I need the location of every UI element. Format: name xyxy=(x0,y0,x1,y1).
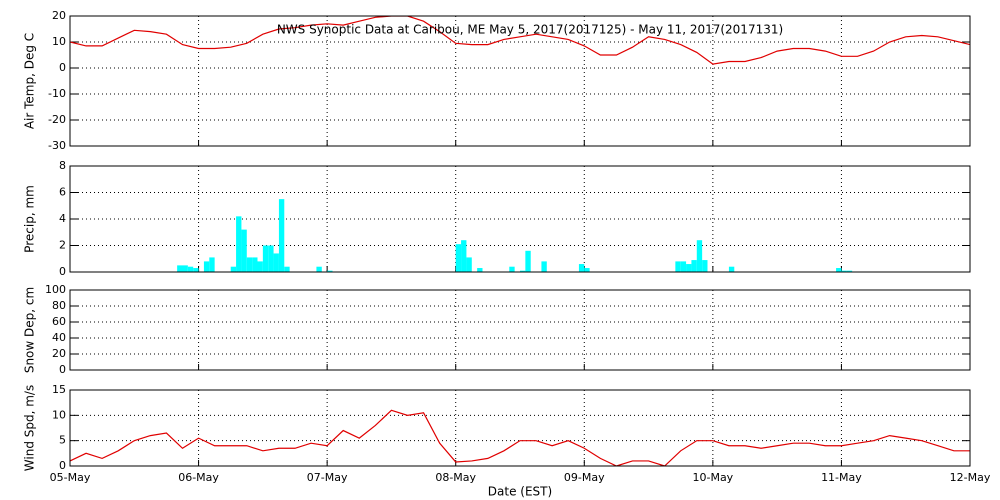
y-axis-label: Snow Dep, cm xyxy=(23,287,37,373)
bar xyxy=(696,240,703,272)
y-tick-label: 100 xyxy=(45,283,66,296)
y-tick-label: 0 xyxy=(59,265,66,278)
y-tick-label: 10 xyxy=(52,408,66,421)
y-tick-label: 20 xyxy=(52,347,66,360)
data-line xyxy=(70,16,970,65)
bar xyxy=(691,260,697,272)
bar xyxy=(455,244,462,272)
frame xyxy=(69,289,971,371)
bar xyxy=(686,264,692,272)
bar xyxy=(268,245,274,272)
bar xyxy=(846,270,853,272)
bar xyxy=(187,266,194,272)
x-tick-label: 10-May xyxy=(692,471,733,484)
y-tick-label: 20 xyxy=(52,9,66,22)
x-axis-label: Date (EST) xyxy=(488,485,552,499)
bar xyxy=(193,268,199,272)
y-axis-label: Precip, mm xyxy=(23,185,37,253)
y-tick-label: 0 xyxy=(59,459,66,472)
y-tick-label: 5 xyxy=(59,434,66,447)
frame xyxy=(69,15,971,147)
x-tick-label: 11-May xyxy=(821,471,862,484)
bar xyxy=(578,264,585,272)
bar xyxy=(182,265,188,272)
x-tick-label: 09-May xyxy=(564,471,605,484)
y-axis-label: Air Temp, Deg C xyxy=(23,33,37,129)
frame xyxy=(69,389,971,467)
y-tick-label: 6 xyxy=(59,186,66,199)
bar xyxy=(241,229,247,272)
y-tick-label: 2 xyxy=(59,239,66,252)
bar xyxy=(252,257,258,272)
bar xyxy=(680,261,687,272)
bar xyxy=(509,266,515,272)
bar xyxy=(257,261,263,272)
bar xyxy=(461,240,467,272)
bar xyxy=(541,261,547,272)
bar xyxy=(284,266,290,272)
bar xyxy=(316,266,322,272)
plot-area xyxy=(177,199,853,272)
y-tick-label: 15 xyxy=(52,383,66,396)
y-tick-label: 0 xyxy=(59,363,66,376)
chart-title: NWS Synoptic Data at Caribou, ME May 5, … xyxy=(277,23,783,37)
y-tick-label: -30 xyxy=(48,139,66,152)
y-tick-label: 80 xyxy=(52,299,66,312)
bar xyxy=(477,268,483,272)
y-tick-label: -20 xyxy=(48,113,66,126)
x-tick-label: 06-May xyxy=(178,471,219,484)
x-tick-label: 12-May xyxy=(950,471,991,484)
bar xyxy=(836,268,842,272)
x-tick-label: 05-May xyxy=(50,471,91,484)
bar xyxy=(230,266,237,272)
bar xyxy=(728,266,735,272)
plot-area xyxy=(70,16,970,65)
x-tick-label: 08-May xyxy=(435,471,476,484)
bar xyxy=(246,257,253,272)
y-tick-label: 4 xyxy=(59,212,66,225)
bar xyxy=(520,270,526,272)
bar xyxy=(209,257,215,272)
y-tick-label: 8 xyxy=(59,159,66,172)
x-tick-label: 07-May xyxy=(307,471,348,484)
y-tick-label: 0 xyxy=(59,61,66,74)
bar xyxy=(841,270,847,272)
bar xyxy=(327,270,333,272)
bar xyxy=(584,268,590,272)
data-line xyxy=(70,409,970,466)
y-axis-label: Wind Spd, m/s xyxy=(23,385,37,471)
bar xyxy=(525,250,531,272)
bar xyxy=(262,245,269,272)
bar xyxy=(675,261,681,272)
y-tick-label: 40 xyxy=(52,331,66,344)
bar xyxy=(236,216,242,272)
y-tick-label: 60 xyxy=(52,315,66,328)
bar xyxy=(177,265,183,272)
bar xyxy=(278,199,285,272)
y-tick-label: 10 xyxy=(52,35,66,48)
bar xyxy=(702,260,708,272)
bar xyxy=(273,253,279,272)
y-tick-label: -10 xyxy=(48,87,66,100)
plot-area xyxy=(70,409,970,466)
frame xyxy=(69,165,971,273)
bar xyxy=(466,257,472,272)
bar xyxy=(203,261,210,272)
